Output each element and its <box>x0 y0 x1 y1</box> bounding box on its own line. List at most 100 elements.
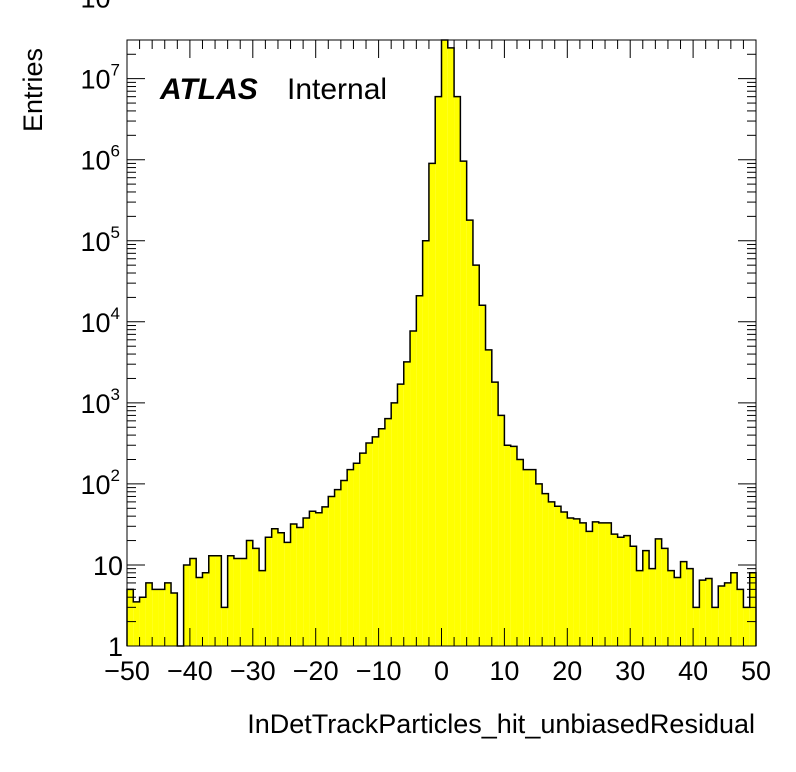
histogram-bar <box>347 469 354 646</box>
y-tick-exponent: 4 <box>111 304 120 323</box>
histogram-bar <box>542 493 549 646</box>
x-tick-label: 0 <box>434 656 449 686</box>
histogram-bar <box>221 607 228 646</box>
histogram-bar <box>158 589 165 646</box>
histogram-bar <box>485 349 492 646</box>
x-axis-title: InDetTrackParticles_hit_unbiasedResidual <box>247 709 755 739</box>
x-tick-label: 40 <box>678 656 708 686</box>
histogram-bar <box>661 548 668 646</box>
histogram-bar <box>749 572 756 646</box>
histogram-bar <box>605 522 612 646</box>
histogram-bar <box>435 96 442 646</box>
histogram-bar <box>554 506 562 646</box>
x-tick-label: 10 <box>489 656 519 686</box>
histogram-bar <box>592 521 599 646</box>
histogram-bar <box>277 532 285 646</box>
x-tick-label: −10 <box>356 656 402 686</box>
histogram-bar <box>422 240 429 646</box>
histogram-bar <box>737 589 744 646</box>
histogram-bar <box>523 469 530 646</box>
y-tick-label: 1 <box>108 632 123 662</box>
histogram-bar <box>410 331 417 646</box>
y-tick-exponent: 2 <box>111 466 120 485</box>
histogram-bar <box>693 607 700 646</box>
histogram-bar <box>315 512 322 646</box>
y-tick-label: 107 <box>80 61 120 95</box>
histogram-bar <box>579 522 587 646</box>
plot-frame <box>126 39 757 647</box>
y-tick-label: 104 <box>80 304 120 338</box>
histogram-bar <box>309 511 316 646</box>
histogram-bar <box>428 163 436 646</box>
histogram-bar <box>164 582 172 646</box>
histogram-bar <box>240 558 247 646</box>
histogram-bar <box>642 550 650 646</box>
histogram-bar <box>705 578 712 646</box>
histogram-bar <box>296 527 304 646</box>
histogram-bar <box>215 555 222 646</box>
histogram-bar <box>384 418 392 646</box>
histogram-bar <box>711 607 719 646</box>
histogram-bar <box>548 501 555 646</box>
histogram-bar <box>391 402 398 646</box>
histogram-bar <box>202 572 209 646</box>
histogram-bar <box>196 577 203 646</box>
x-tick-label: 20 <box>552 656 582 686</box>
histogram-bar <box>171 593 178 646</box>
y-tick-exponent: 5 <box>111 223 120 242</box>
histogram-bar <box>630 546 637 646</box>
histogram-bar <box>718 585 725 646</box>
histogram-bar <box>472 265 480 646</box>
histogram-bar <box>617 537 624 646</box>
atlas-label: ATLAS <box>159 73 258 106</box>
histogram-bar <box>598 522 606 646</box>
histogram-bar <box>686 568 694 646</box>
y-tick-label: 102 <box>80 466 120 500</box>
histogram-bar <box>655 538 662 646</box>
histogram-bar <box>504 445 511 646</box>
y-tick-base: 10 <box>80 308 110 338</box>
histogram-bar <box>724 582 731 646</box>
histogram-bar <box>259 570 266 646</box>
histogram-bar <box>730 572 738 646</box>
histogram-bar <box>366 442 373 646</box>
histogram-bar <box>510 446 517 646</box>
x-tick-label: 30 <box>615 656 645 686</box>
histogram-bar <box>573 518 580 646</box>
y-tick-base: 10 <box>93 551 123 581</box>
histogram-bar <box>139 597 146 646</box>
histogram-bar <box>334 489 341 646</box>
histogram-bar <box>529 469 536 646</box>
x-tick-label: −40 <box>167 656 213 686</box>
histogram-bar <box>133 601 140 646</box>
histogram-bar <box>466 220 473 646</box>
histogram-bar <box>743 607 750 646</box>
histogram-bar <box>233 558 241 646</box>
y-tick-exponent: 6 <box>111 142 120 161</box>
x-tick-label: −50 <box>104 656 150 686</box>
histogram-bar <box>145 582 153 646</box>
histogram-bar <box>479 305 486 646</box>
histogram-bar <box>447 47 455 646</box>
y-axis-title: Entries <box>18 48 48 132</box>
x-tick-label: 50 <box>741 656 771 686</box>
histogram-bar <box>378 428 385 646</box>
y-tick-base: 10 <box>80 146 110 176</box>
histogram-bar <box>372 436 379 646</box>
histogram-bar <box>649 568 656 646</box>
histogram-bar <box>441 40 448 646</box>
histogram-bar <box>321 506 329 646</box>
histogram-bar <box>561 512 568 646</box>
histogram-bar <box>454 96 461 646</box>
y-tick-label: 10 <box>93 551 123 581</box>
histogram-bar <box>208 555 216 646</box>
histogram-bar <box>623 535 631 646</box>
histogram-bar <box>611 534 618 646</box>
y-tick-exponent: 7 <box>111 61 120 80</box>
x-tick-labels: −50 −40 −30 −20 −10 0 10 20 30 40 50 <box>104 656 771 686</box>
histogram-bar <box>567 517 574 646</box>
histogram-bar <box>152 589 159 646</box>
y-tick-base: 10 <box>80 227 110 257</box>
histogram-bar <box>252 548 260 646</box>
